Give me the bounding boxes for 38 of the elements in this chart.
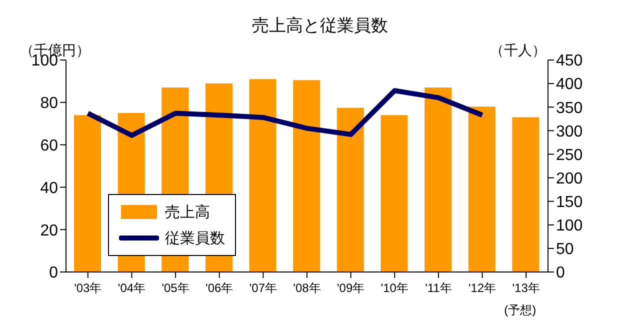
- bar: [74, 115, 101, 272]
- y2-tick-label: 150: [556, 194, 583, 212]
- y-tick-label: 60: [40, 137, 58, 154]
- y2-tick-label: 400: [556, 76, 583, 94]
- bar: [336, 108, 364, 272]
- y2-tick-label: 50: [556, 241, 574, 258]
- x-tick-label: '04年: [118, 281, 146, 295]
- x-tick-label: '05年: [162, 281, 190, 295]
- legend-label: 売上高: [165, 202, 210, 222]
- x-tick-label: '06年: [206, 281, 234, 295]
- bar: [249, 79, 276, 272]
- x-tick-label: '13年 (予想): [504, 281, 540, 317]
- bar: [293, 80, 320, 272]
- bar: [468, 106, 496, 272]
- y2-tick-label: 200: [556, 170, 583, 188]
- legend-label: 従業員数: [165, 228, 225, 248]
- y-tick-label: 0: [49, 264, 58, 282]
- y2-tick-label: 300: [556, 123, 583, 140]
- bar: [424, 88, 452, 272]
- x-tick-label: '09年: [337, 281, 365, 295]
- x-tick-label: '08年: [293, 281, 321, 295]
- y-tick-label: 20: [40, 222, 58, 240]
- y-tick-label: 80: [40, 95, 58, 112]
- y2-tick-label: 0: [556, 264, 565, 282]
- x-tick-label: '03年: [74, 281, 102, 295]
- y2-axis-title: （千人）: [490, 42, 546, 60]
- y2-tick-label: 350: [556, 100, 583, 117]
- bar: [380, 115, 408, 272]
- x-tick-label: '10年: [380, 281, 408, 295]
- x-tick-label: '07年: [249, 281, 277, 295]
- y2-tick-label: 250: [556, 146, 583, 164]
- y-tick-label: 40: [40, 180, 58, 197]
- bar: [512, 117, 540, 272]
- chart-title: 売上高と従業員数: [251, 15, 389, 37]
- y2-tick-label: 100: [556, 218, 583, 235]
- x-tick-label: '11年: [425, 281, 452, 295]
- x-tick-label: '12年: [468, 281, 496, 295]
- y2-tick-label: 450: [556, 52, 583, 70]
